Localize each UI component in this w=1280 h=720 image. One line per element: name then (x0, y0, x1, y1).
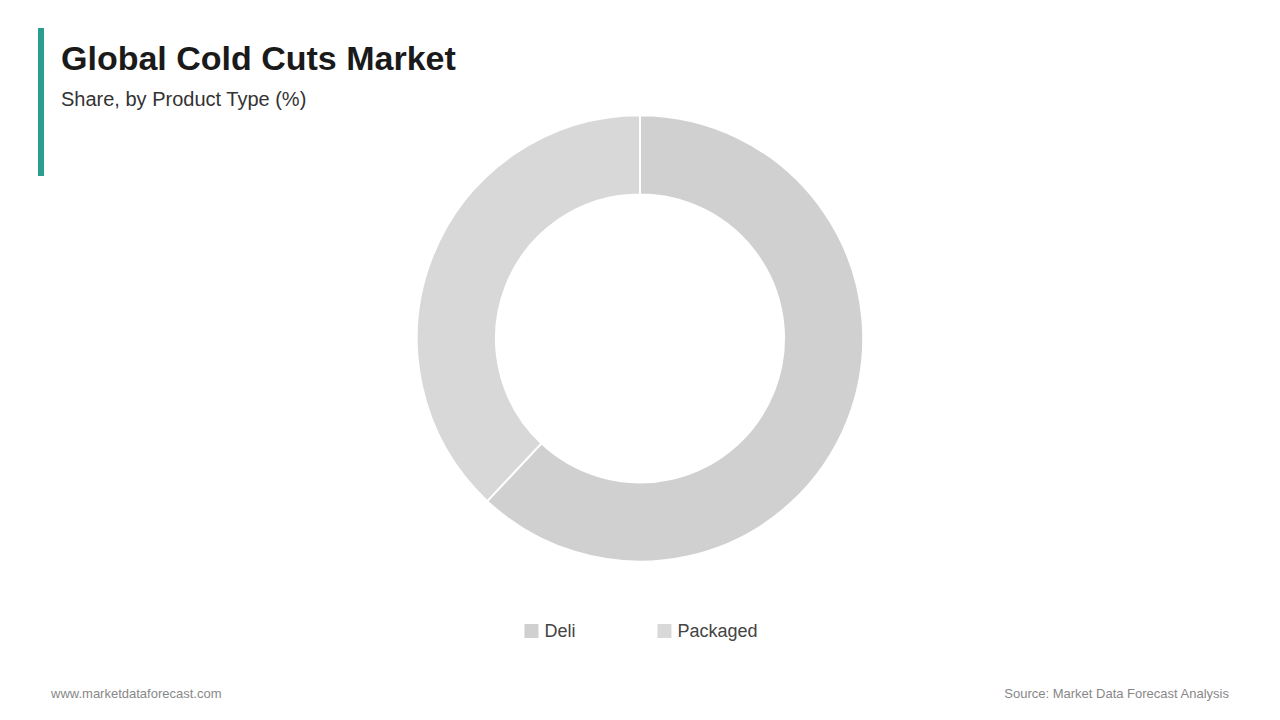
svg-text:Source: Market Data Forecast A: Source: Market Data Forecast Analysis (1004, 686, 1229, 701)
svg-text:Global Cold Cuts Market: Global Cold Cuts Market (61, 39, 456, 77)
svg-text:Deli: Deli (544, 621, 575, 641)
svg-text:www.marketdataforecast.com: www.marketdataforecast.com (50, 686, 222, 701)
svg-text:Share, by Product Type (%): Share, by Product Type (%) (61, 88, 306, 110)
svg-text:Packaged: Packaged (677, 621, 757, 641)
